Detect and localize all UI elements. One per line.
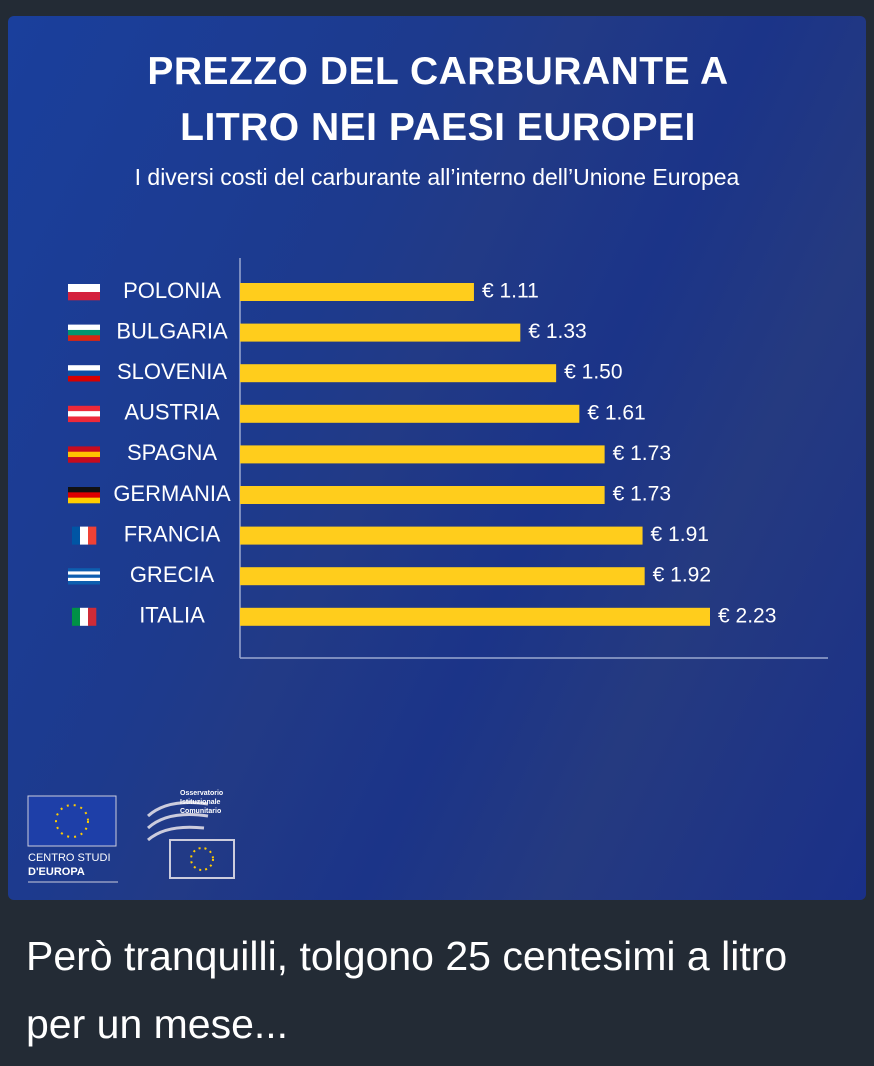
flag: [68, 492, 100, 498]
category-label: FRANCIA: [124, 521, 221, 546]
chart-title: PREZZO DEL CARBURANTE A LITRO NEI PAESI …: [147, 50, 729, 149]
post-caption: Però tranquilli, tolgono 25 centesimi a …: [26, 933, 788, 1047]
value-label: € 1.73: [613, 483, 671, 506]
value-label: € 1.92: [653, 564, 711, 587]
flag: [68, 324, 100, 331]
category-label: GERMANIA: [113, 481, 231, 506]
flag: [68, 581, 100, 585]
logo-text: Istituzionale: [180, 799, 221, 806]
logo-text: Osservatorio: [180, 790, 223, 797]
flag: [72, 607, 81, 626]
flag: [68, 375, 100, 382]
flag: [68, 335, 100, 341]
logo-text: Comunitario: [180, 808, 221, 815]
logo-right: [146, 801, 235, 879]
chart-subtitle: I diversi costi del carburante all’inter…: [134, 164, 740, 190]
flag: [72, 526, 81, 545]
flag: [68, 370, 100, 377]
flag: [80, 526, 89, 545]
category-label: SLOVENIA: [117, 359, 227, 384]
value-label: € 1.73: [613, 442, 671, 465]
flag: [88, 526, 97, 545]
chart: CENTRO STUDI D'EUROPA Osservatorio Istit…: [27, 258, 828, 883]
flag: [68, 405, 100, 412]
category-label: BULGARIA: [116, 318, 228, 343]
flag: [68, 571, 100, 575]
flag: [68, 451, 100, 458]
category-label: SPAGNA: [127, 440, 217, 465]
value-label: € 1.33: [528, 320, 586, 343]
value-label: € 2.23: [718, 604, 776, 627]
flag: [68, 411, 100, 417]
flag: [68, 577, 100, 582]
logo-text: CENTRO STUDI: [28, 852, 111, 864]
flag: [68, 416, 100, 423]
flag: [68, 365, 100, 371]
flag: [68, 292, 100, 301]
logo-text: D'EUROPA: [28, 866, 85, 878]
category-label: POLONIA: [123, 278, 221, 303]
flag: [68, 284, 100, 293]
value-label: € 1.61: [587, 401, 645, 424]
bar: [240, 364, 557, 383]
bar: [240, 607, 710, 626]
bar: [240, 526, 643, 545]
flag: [68, 487, 100, 493]
bar: [240, 323, 521, 342]
infographic: CENTRO STUDI D'EUROPA Osservatorio Istit…: [8, 16, 866, 900]
flag: [68, 446, 100, 453]
bar: [240, 567, 645, 586]
flag: [68, 574, 100, 579]
bar: [240, 404, 580, 423]
flag: [88, 607, 97, 626]
category-label: GRECIA: [130, 562, 215, 587]
category-label: AUSTRIA: [124, 400, 220, 425]
flag: [68, 497, 100, 504]
bar: [240, 445, 605, 464]
bar: [240, 486, 605, 504]
value-label: € 1.50: [564, 361, 622, 384]
value-label: € 1.11: [482, 280, 539, 303]
flag: [68, 457, 100, 463]
logo-left: [27, 795, 118, 883]
flag: [68, 568, 100, 572]
flag: [68, 329, 100, 336]
bar: [240, 283, 474, 301]
flag: [80, 607, 89, 626]
value-label: € 1.91: [651, 523, 709, 546]
category-label: ITALIA: [139, 603, 205, 628]
